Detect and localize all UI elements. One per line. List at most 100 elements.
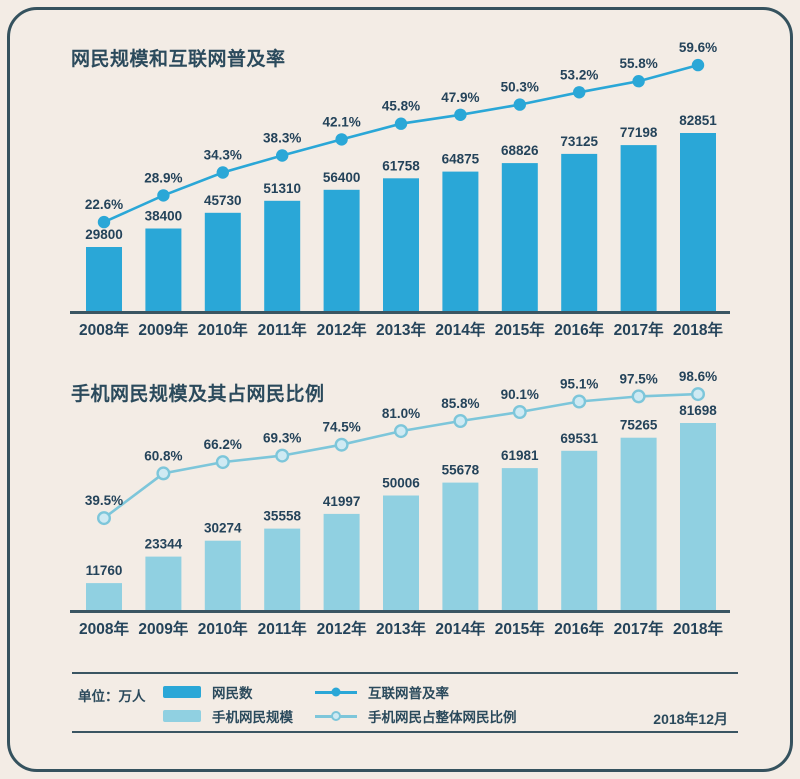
x-axis-label: 2010年 xyxy=(198,619,248,638)
x-axis-label: 2015年 xyxy=(495,619,545,638)
x-axis-label: 2016年 xyxy=(554,320,604,339)
bar-value-label: 81698 xyxy=(679,403,717,418)
bar-value-label: 23344 xyxy=(145,537,183,552)
bar xyxy=(145,556,182,610)
percent-label: 97.5% xyxy=(619,371,657,386)
x-axis-label: 2016年 xyxy=(554,619,604,638)
x-axis-label: 2017年 xyxy=(614,619,664,638)
bar xyxy=(442,482,479,610)
x-axis-label: 2012年 xyxy=(317,320,367,339)
bar xyxy=(204,212,241,311)
bar-value-label: 11760 xyxy=(86,563,123,578)
x-axis-label: 2011年 xyxy=(258,320,308,339)
percent-label: 85.8% xyxy=(441,396,479,411)
percent-label: 34.3% xyxy=(204,148,242,163)
bar xyxy=(145,228,182,311)
x-axis-label: 2014年 xyxy=(435,619,485,638)
bar-value-label: 77198 xyxy=(620,125,658,140)
trend-point xyxy=(157,189,170,202)
percent-label: 95.1% xyxy=(560,377,598,392)
trend-point xyxy=(572,394,587,409)
bar xyxy=(86,247,122,311)
bar xyxy=(383,178,419,311)
trend-point xyxy=(453,414,468,429)
legend-item-mobile-ratio: 手机网民占整体网民比例 xyxy=(315,708,517,725)
chart1-title: 网民规模和互联网普及率 xyxy=(71,49,286,70)
legend-divider-bottom xyxy=(72,731,738,733)
percent-label: 98.6% xyxy=(679,369,717,384)
x-axis-label: 2017年 xyxy=(614,320,664,339)
x-axis-label: 2008年 xyxy=(79,619,129,638)
legend-label-mobile-ratio: 手机网民占整体网民比例 xyxy=(368,710,517,725)
bar-value-label: 51310 xyxy=(263,181,301,196)
x-axis-label: 2009年 xyxy=(138,320,188,339)
percent-label: 55.8% xyxy=(619,56,657,71)
legend-swatch-netizens xyxy=(163,686,201,698)
bar-value-label: 73125 xyxy=(560,134,598,149)
percent-label: 81.0% xyxy=(382,406,420,421)
percent-label: 59.6% xyxy=(679,40,717,55)
trend-point xyxy=(631,389,646,404)
bar-value-label: 35558 xyxy=(263,509,301,524)
trend-point xyxy=(691,387,706,402)
percent-label: 60.8% xyxy=(144,448,182,463)
chart2-title: 手机网民规模及其占网民比例 xyxy=(71,384,325,405)
legend-label-penetration-rate: 互联网普及率 xyxy=(368,686,449,701)
bar xyxy=(442,171,479,311)
percent-label: 45.8% xyxy=(382,99,420,114)
bar xyxy=(680,133,716,311)
trend-point xyxy=(156,466,171,481)
trend-point xyxy=(691,58,705,72)
percent-label: 39.5% xyxy=(85,493,123,508)
x-axis-label: 2015年 xyxy=(495,320,545,339)
bar-value-label: 41997 xyxy=(323,494,361,509)
bar-value-label: 64875 xyxy=(442,152,480,167)
bar-value-label: 55678 xyxy=(442,463,480,478)
trend-point xyxy=(394,424,409,439)
legend-item-mobile-netizens: 手机网民规模 xyxy=(163,708,293,725)
bar xyxy=(86,583,122,610)
percent-label: 74.5% xyxy=(322,420,360,435)
bar-value-label: 38400 xyxy=(145,209,183,224)
bar-value-label: 45730 xyxy=(204,193,242,208)
bar xyxy=(620,145,657,311)
trend-point xyxy=(512,405,527,420)
bar-value-label: 69531 xyxy=(560,431,598,446)
legend-dot-mobile-ratio-icon xyxy=(331,711,341,721)
trend-point xyxy=(632,75,645,88)
x-axis-label: 2008年 xyxy=(79,320,129,339)
legend-divider-top xyxy=(72,672,738,674)
trend-point xyxy=(394,117,408,130)
bar-value-label: 29800 xyxy=(85,227,123,242)
bar-value-label: 75265 xyxy=(620,418,658,433)
x-axis-label: 2013年 xyxy=(376,619,426,638)
trend-point xyxy=(96,511,111,526)
legend-line-marker-mobile-ratio-icon xyxy=(315,711,357,721)
trend-point xyxy=(573,86,586,99)
trend-point xyxy=(334,437,349,452)
x-axis-label: 2018年 xyxy=(673,320,723,339)
unit-label: 单位：万人 xyxy=(78,689,146,704)
trend-point xyxy=(216,166,229,179)
percent-label: 53.2% xyxy=(560,67,598,82)
bar-value-label: 68826 xyxy=(501,143,539,158)
bar-value-label: 61758 xyxy=(382,158,420,173)
bar xyxy=(323,513,360,610)
bar xyxy=(561,153,598,311)
legend-item-netizens: 网民数 xyxy=(163,684,253,701)
legend-item-penetration-rate: 互联网普及率 xyxy=(315,684,449,701)
legend-dot-penetration-icon xyxy=(331,687,341,697)
trend-point xyxy=(275,448,290,463)
trend-point xyxy=(454,108,467,122)
percent-label: 47.9% xyxy=(441,90,479,105)
percent-label: 38.3% xyxy=(263,131,301,146)
bar-value-label: 61981 xyxy=(501,448,539,463)
percent-label: 66.2% xyxy=(204,437,242,452)
report-date-label: 2018年12月 xyxy=(653,711,728,727)
bar xyxy=(204,540,241,610)
percent-label: 90.1% xyxy=(501,387,539,402)
x-axis-label: 2018年 xyxy=(673,619,723,638)
bar xyxy=(561,450,598,610)
